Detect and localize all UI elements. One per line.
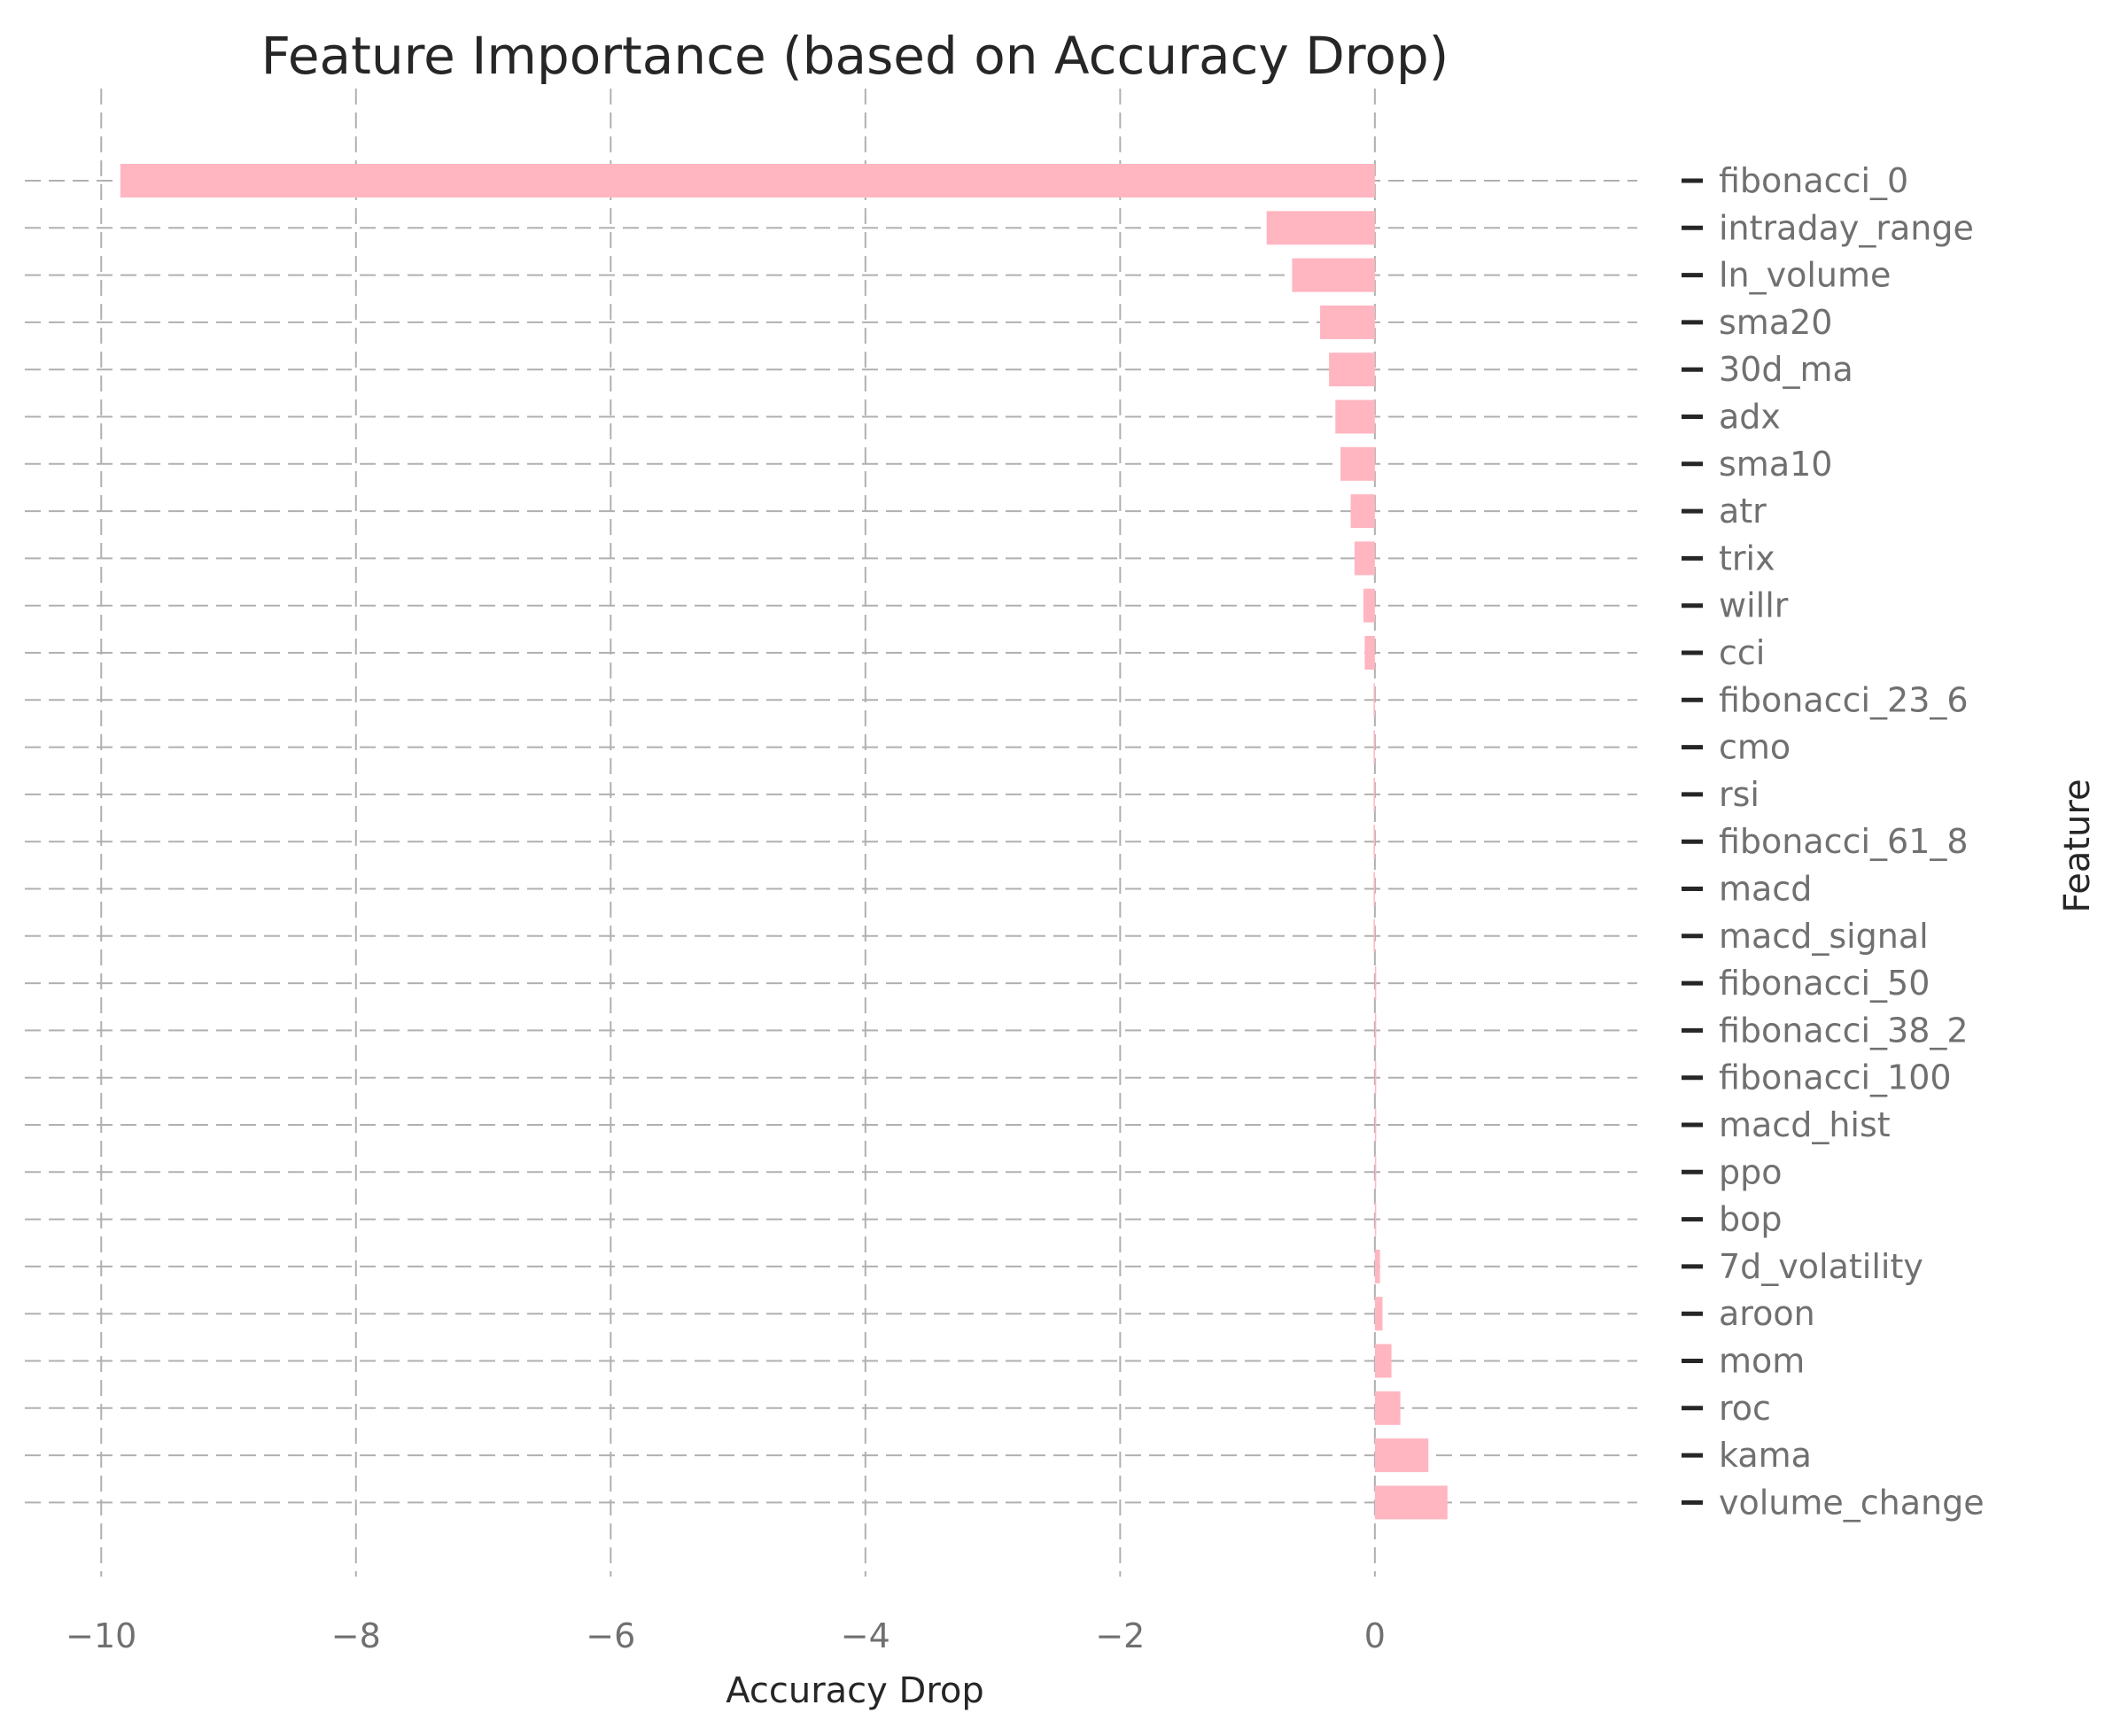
bar-volume_change (1374, 1485, 1448, 1520)
bar-intraday_range (1266, 211, 1375, 245)
bar-30d_ma (1329, 353, 1375, 387)
y-tick-label: fibonacci_0 (1719, 161, 1908, 200)
x-tick-label: −2 (1095, 1616, 1145, 1655)
y-tick-label: cci (1719, 633, 1765, 672)
bar-willr (1363, 588, 1375, 623)
y-tick-label: atr (1719, 492, 1767, 531)
x-axis-label: Accuracy Drop (726, 1670, 984, 1711)
y-tick-label: 7d_volatility (1719, 1247, 1923, 1286)
bar-7d_volatility (1374, 1249, 1380, 1283)
x-tick-label: −10 (66, 1616, 136, 1655)
y-tick-label: fibonacci_50 (1719, 964, 1930, 1003)
x-tick-label: −8 (331, 1616, 381, 1655)
y-tick-label: fibonacci_100 (1719, 1058, 1952, 1097)
y-tick-label: bop (1719, 1200, 1783, 1239)
y-tick-label: fibonacci_61_8 (1719, 822, 1969, 861)
y-tick-label: cmo (1719, 728, 1791, 767)
x-tick-label: −4 (841, 1616, 890, 1655)
bar-aroon (1374, 1297, 1383, 1331)
bar-cci (1364, 636, 1375, 670)
bar-fibonacci_0 (120, 164, 1375, 198)
x-tick-label: 0 (1364, 1616, 1386, 1655)
y-tick-label: trix (1719, 539, 1775, 577)
x-axis-ticks: −10 −8 −6 −4 −2 0 (66, 1616, 1386, 1655)
y-tick-label: 30d_ma (1719, 350, 1853, 389)
bar-fibonacci_61_8 (1373, 825, 1375, 859)
y-tick-label: volume_change (1719, 1483, 1985, 1522)
bar-roc (1374, 1391, 1401, 1425)
bar-trix (1354, 541, 1375, 576)
bar-sma10 (1340, 446, 1375, 481)
y-axis-ticks: fibonacci_0 intraday_range ln_volume sma20 3… (1682, 161, 1985, 1522)
bar-ppo (1374, 1155, 1377, 1190)
bar-bop (1374, 1202, 1377, 1236)
y-tick-label: mom (1719, 1342, 1805, 1381)
y-tick-label: ln_volume (1719, 256, 1891, 295)
y-tick-label: rsi (1719, 775, 1760, 814)
bar-adx (1335, 399, 1375, 434)
y-tick-label: ppo (1719, 1152, 1783, 1191)
bar-kama (1374, 1438, 1429, 1473)
y-tick-label: willr (1719, 586, 1789, 625)
y-tick-label: macd (1719, 870, 1812, 909)
bar-atr (1350, 494, 1375, 529)
y-tick-label: macd_signal (1719, 917, 1929, 956)
y-tick-label: fibonacci_38_2 (1719, 1011, 1969, 1050)
bar-fibonacci_50 (1374, 966, 1377, 1001)
x-tick-label: −6 (586, 1616, 635, 1655)
grid-lines (25, 89, 1637, 1577)
y-tick-label: intraday_range (1719, 208, 1974, 247)
bar-rsi (1373, 777, 1375, 811)
y-tick-label: adx (1719, 398, 1781, 437)
bar-mom (1374, 1344, 1392, 1378)
bar-macd_hist (1374, 1108, 1377, 1142)
chart-title: Feature Importance (based on Accuracy Dr… (261, 26, 1449, 86)
bar-macd_signal (1373, 918, 1375, 953)
y-tick-label: macd_hist (1719, 1105, 1891, 1144)
bar-macd (1373, 872, 1375, 906)
y-tick-label: fibonacci_23_6 (1719, 680, 1969, 719)
bar-fibonacci_100 (1374, 1060, 1377, 1095)
bars (120, 164, 1448, 1520)
bar-sma20 (1320, 305, 1375, 339)
y-tick-label: aroon (1719, 1294, 1815, 1333)
bar-fibonacci_38_2 (1374, 1013, 1377, 1048)
bar-ln_volume (1292, 258, 1375, 292)
bar-fibonacci_23_6 (1373, 683, 1375, 717)
y-tick-label: sma20 (1719, 303, 1832, 342)
bar-cmo (1373, 730, 1375, 764)
y-tick-label: roc (1719, 1389, 1771, 1428)
y-axis-label: Feature (2057, 779, 2098, 912)
y-tick-label: sma10 (1719, 445, 1832, 484)
y-tick-label: kama (1719, 1436, 1812, 1475)
